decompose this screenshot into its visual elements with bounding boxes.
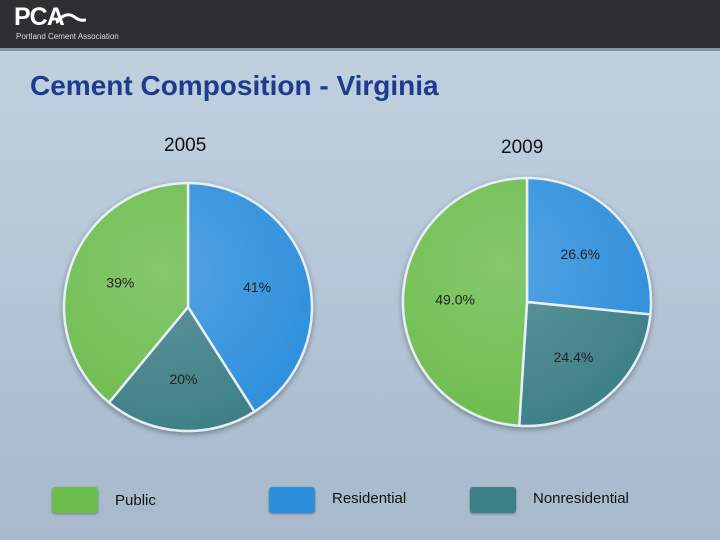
slice-label-residential: 26.6%	[560, 246, 600, 262]
slide-title: Cement Composition - Virginia	[30, 70, 439, 101]
legend-swatch-nonresidential	[470, 487, 516, 513]
slice-label-residential: 41%	[243, 279, 271, 295]
legend-label-public: Public	[115, 492, 156, 509]
legend-swatch-public	[52, 487, 98, 513]
header-divider	[0, 48, 720, 51]
pca-logo: PCA Portland Cement Association	[14, 2, 134, 46]
pie-2005: 41% 20% 39%	[62, 181, 314, 433]
legend-swatch-residential	[269, 487, 315, 513]
header-bar: PCA Portland Cement Association	[0, 0, 720, 48]
logo-subtitle: Portland Cement Association	[16, 32, 119, 41]
logo-text: PCA	[14, 3, 65, 31]
legend-label-residential: Residential	[332, 490, 407, 507]
slice-label-public: 39%	[106, 275, 134, 291]
legend-label-nonresidential: Nonresidential	[533, 490, 629, 507]
chart-title-2005: 2005	[164, 135, 207, 156]
slice-label-nonresidential: 24.4%	[554, 349, 594, 365]
logo-swoosh-icon	[56, 13, 86, 24]
slice-label-nonresidential: 20%	[169, 371, 197, 387]
pie-2009: 26.6% 24.4% 49.0%	[401, 176, 653, 428]
pie-slices	[62, 181, 314, 433]
slice-label-public: 49.0%	[435, 292, 475, 308]
chart-title-2009: 2009	[501, 137, 544, 158]
